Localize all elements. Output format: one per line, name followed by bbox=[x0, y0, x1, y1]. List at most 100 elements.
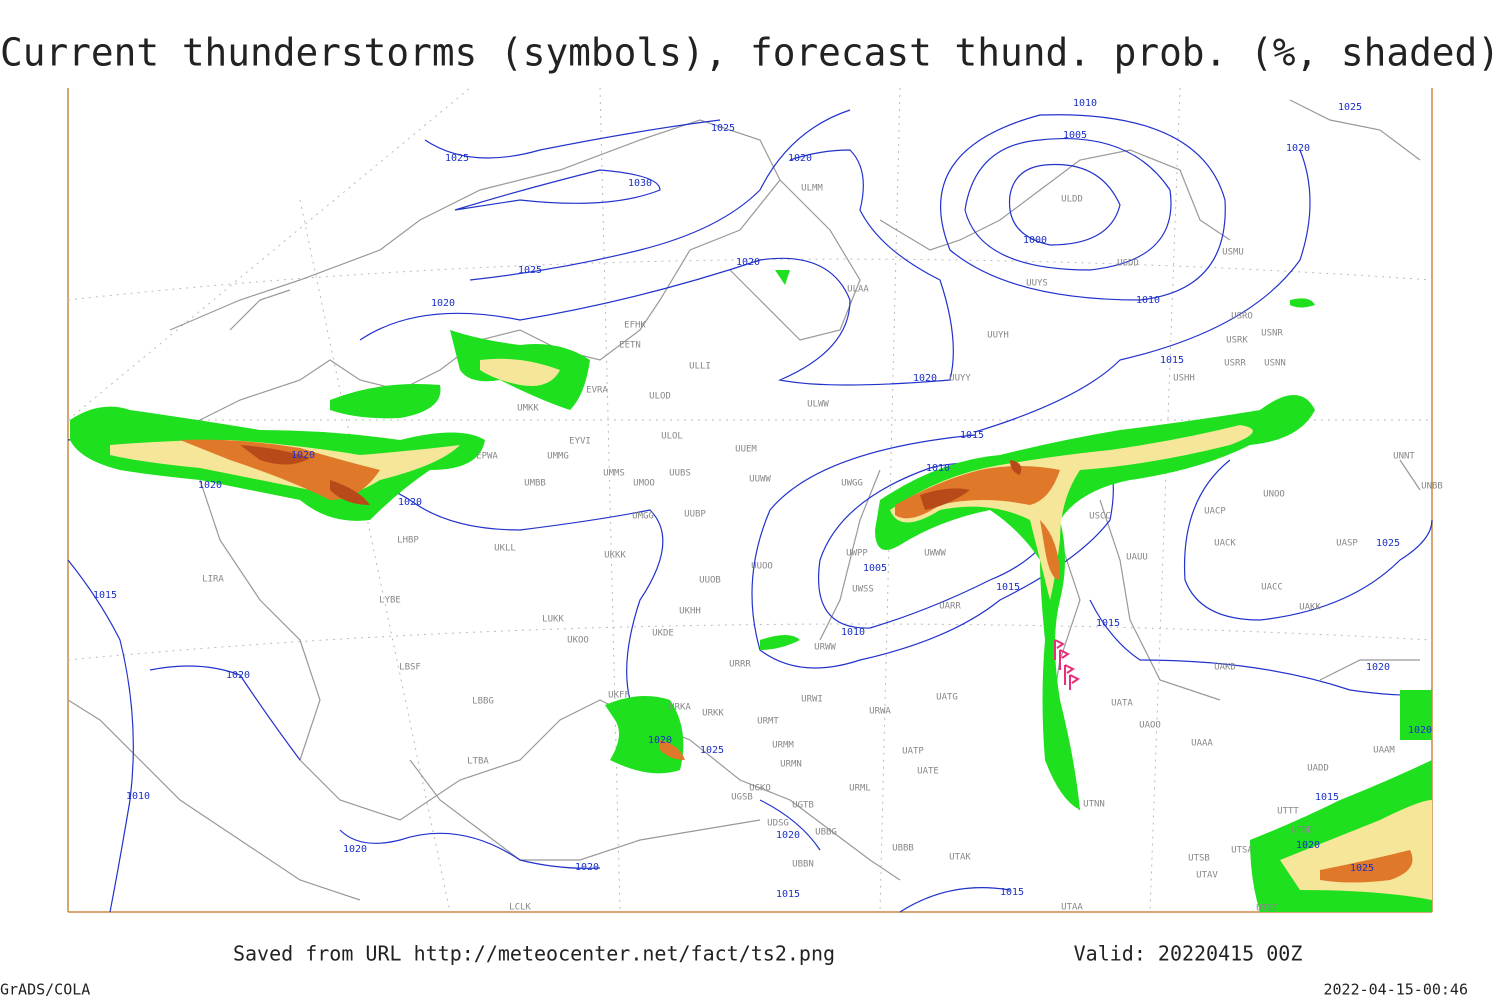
station-label: UWGG bbox=[841, 479, 863, 489]
station-label: UAAA bbox=[1191, 739, 1213, 749]
isobar-label: 1020 bbox=[648, 735, 672, 746]
station-label: UMBB bbox=[524, 479, 546, 489]
station-label: UMOO bbox=[633, 479, 655, 489]
station-label: USNR bbox=[1261, 329, 1283, 339]
thunderstorm-symbols bbox=[1054, 639, 1080, 690]
station-label: UATP bbox=[902, 747, 924, 757]
isobar-label: 1015 bbox=[960, 430, 984, 441]
station-label: UATG bbox=[936, 693, 958, 703]
isobar-label: 1020 bbox=[1286, 143, 1310, 154]
station-label: LCLK bbox=[509, 903, 531, 913]
station-label: URMN bbox=[780, 760, 802, 770]
isobar-label: 1015 bbox=[1096, 618, 1120, 629]
station-label: EFHK bbox=[624, 321, 646, 331]
station-label: UTDD bbox=[1291, 826, 1313, 836]
station-label: UUOB bbox=[699, 576, 721, 586]
station-label: UTAK bbox=[949, 853, 971, 863]
station-label: UTNN bbox=[1083, 800, 1105, 810]
isobar-label: 1030 bbox=[628, 178, 652, 189]
isobar-label: 1020 bbox=[198, 480, 222, 491]
station-label: UWSS bbox=[852, 585, 874, 595]
station-label: UUOO bbox=[751, 562, 773, 572]
isobar-label: 1015 bbox=[1315, 792, 1339, 803]
station-label: UTST bbox=[1256, 904, 1278, 914]
station-label: UAKD bbox=[1214, 663, 1236, 673]
station-label: USHH bbox=[1173, 374, 1195, 384]
isobar-label: 1025 bbox=[1338, 102, 1362, 113]
station-label: ULWW bbox=[807, 400, 829, 410]
isobar-label: 1020 bbox=[913, 373, 937, 384]
isobar-label: 1005 bbox=[1063, 130, 1087, 141]
station-label: UUBS bbox=[669, 469, 691, 479]
station-label: ULMM bbox=[801, 184, 823, 194]
station-label: USRO bbox=[1231, 312, 1253, 322]
station-label: UKFF bbox=[608, 691, 630, 701]
station-label: USRR bbox=[1224, 359, 1246, 369]
station-label: UMMS bbox=[603, 469, 625, 479]
station-label: UATA bbox=[1111, 699, 1133, 709]
isobar-label: 1020 bbox=[431, 298, 455, 309]
station-label: ULLI bbox=[689, 362, 711, 372]
station-label: UGTB bbox=[792, 801, 814, 811]
station-label: URML bbox=[849, 784, 871, 794]
isobar-label: 1010 bbox=[1073, 98, 1097, 109]
isobar-label: 1005 bbox=[863, 563, 887, 574]
station-label: URKA bbox=[669, 703, 691, 713]
station-label: ULAA bbox=[847, 285, 869, 295]
station-label: EYVI bbox=[569, 437, 591, 447]
station-label: LIRA bbox=[202, 575, 224, 585]
title: Current thunderstorms (symbols), forecas… bbox=[0, 31, 1500, 75]
isobar-label: 1025 bbox=[711, 123, 735, 134]
isobar-label: 1025 bbox=[1350, 863, 1374, 874]
station-label: UKKK bbox=[604, 551, 626, 561]
isobar-label: 1015 bbox=[1000, 887, 1024, 898]
station-label: UTSB bbox=[1188, 854, 1210, 864]
isobar-label: 1015 bbox=[776, 889, 800, 900]
station-label: UUYH bbox=[987, 331, 1009, 341]
station-label: UBBG bbox=[815, 828, 837, 838]
station-label: UKDE bbox=[652, 629, 674, 639]
isobar-label: 1010 bbox=[841, 627, 865, 638]
isobar-label: 1020 bbox=[1366, 662, 1390, 673]
station-label: UAKK bbox=[1299, 603, 1321, 613]
station-label: UUBP bbox=[684, 510, 706, 520]
station-label: UKLL bbox=[494, 544, 516, 554]
station-label: USCC bbox=[1089, 512, 1111, 522]
thunderstorm-probability-shading bbox=[70, 270, 1432, 912]
station-label: URMM bbox=[772, 741, 794, 751]
isobar-label: 1025 bbox=[700, 745, 724, 756]
isobar-label: 1020 bbox=[1408, 725, 1432, 736]
station-label: UARR bbox=[939, 602, 961, 612]
station-label: UGSB bbox=[731, 793, 753, 803]
software: GrADS/COLA bbox=[0, 981, 90, 999]
station-label: UKOO bbox=[567, 636, 589, 646]
station-label: ULDD bbox=[1061, 195, 1083, 205]
station-label: UWPP bbox=[846, 549, 868, 559]
station-label: UBBN bbox=[792, 860, 814, 870]
station-label: UADD bbox=[1307, 764, 1329, 774]
isobar-label: 1015 bbox=[996, 582, 1020, 593]
isobar-label: 1025 bbox=[518, 265, 542, 276]
station-label: URKK bbox=[702, 709, 724, 719]
station-label: LTBA bbox=[467, 757, 489, 767]
station-label: UMKK bbox=[517, 404, 539, 414]
station-label: UTTT bbox=[1277, 807, 1299, 817]
station-label: UGKO bbox=[749, 784, 771, 794]
station-label: UACK bbox=[1214, 539, 1236, 549]
source-url: Saved from URL http://meteocenter.net/fa… bbox=[233, 942, 835, 966]
station-label: USMU bbox=[1222, 248, 1244, 258]
station-label: UAAM bbox=[1373, 746, 1395, 756]
isobar-label: 1000 bbox=[1023, 235, 1047, 246]
station-label: UNNT bbox=[1393, 452, 1415, 462]
station-label: UWWW bbox=[924, 549, 946, 559]
station-label: UACP bbox=[1204, 507, 1226, 517]
isobar-label: 1020 bbox=[736, 257, 760, 268]
station-label: UASP bbox=[1336, 539, 1358, 549]
station-label: USRK bbox=[1226, 336, 1248, 346]
station-label: ULOD bbox=[649, 392, 671, 402]
isobar-label: 1010 bbox=[926, 463, 950, 474]
station-label: LYBE bbox=[379, 596, 401, 606]
isobar-label: 1010 bbox=[1136, 295, 1160, 306]
isobar-label: 1020 bbox=[291, 450, 315, 461]
